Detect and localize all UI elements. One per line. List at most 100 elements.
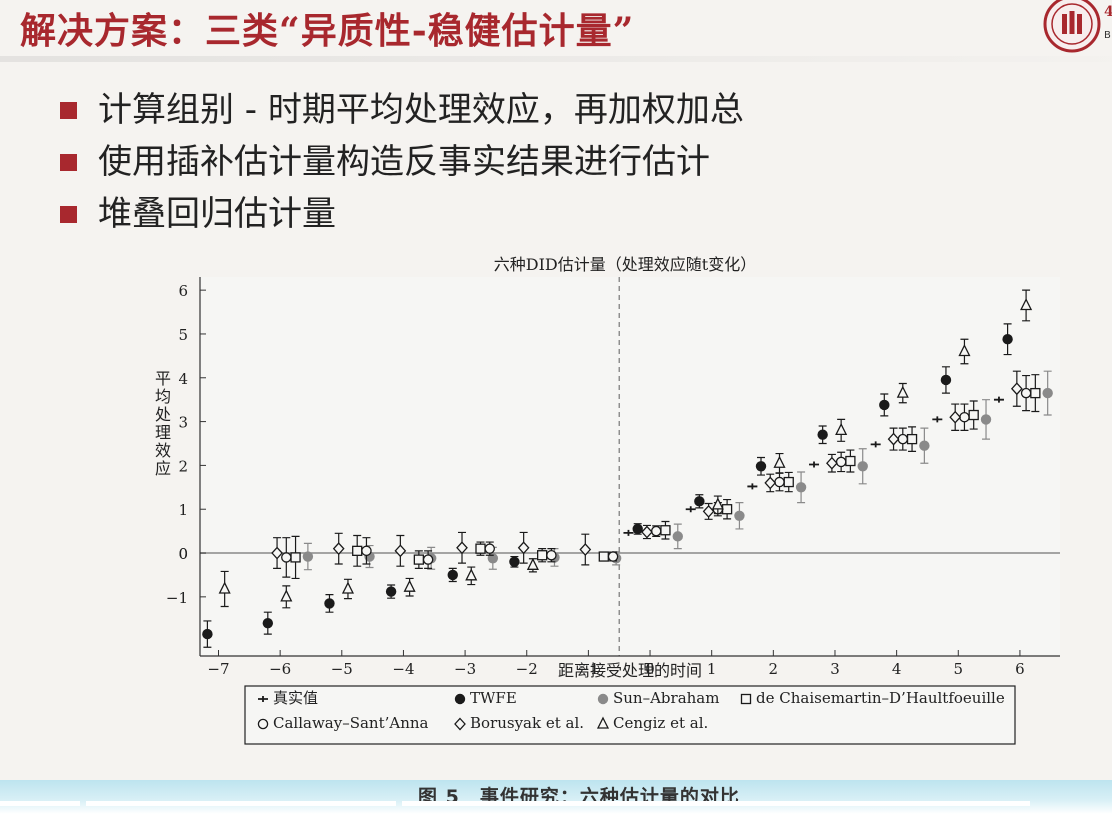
point-sun-abraham [734, 510, 745, 521]
point-cengiz-et-al [280, 589, 293, 602]
legend-label: Sun–Abraham [613, 689, 719, 707]
point-de-chaisemartin-d-haultfoeuille [721, 504, 733, 515]
point-de-chaisemartin-d-haultfoeuille [660, 525, 671, 536]
point-callaway-sant-anna [959, 411, 970, 423]
point-de-chaisemartin-d-haultfoeuille [906, 433, 918, 445]
y-tick-label: 4 [178, 370, 188, 388]
point-de-chaisemartin-d-haultfoeuille [413, 554, 425, 565]
point-twfe [694, 496, 705, 507]
bullet-square-icon [60, 154, 77, 171]
point-cengiz-et-al [218, 581, 231, 594]
point-de-chaisemartin-d-haultfoeuille [968, 409, 979, 421]
bullet-item: 计算组别 - 时期平均处理效应，再加权加总 [58, 84, 744, 136]
x-tick-label: 5 [954, 660, 964, 678]
point-de-chaisemartin-d-haultfoeuille [537, 550, 548, 561]
legend-label: TWFE [470, 689, 517, 707]
x-tick-label: 0 [645, 660, 655, 678]
legend-label: Callaway–Sant’Anna [273, 714, 429, 732]
point-borusyak-et-al [456, 541, 468, 555]
point-callaway-sant-anna [897, 433, 909, 445]
point-true-value [747, 483, 758, 490]
point-borusyak-et-al [949, 410, 962, 424]
point-de-chaisemartin-d-haultfoeuille [475, 543, 486, 554]
point-sun-abraham [857, 461, 868, 472]
y-tick-label: −1 [166, 589, 188, 607]
point-twfe [940, 374, 952, 386]
point-twfe [202, 628, 213, 640]
x-tick-label: 1 [707, 660, 717, 678]
point-twfe [262, 617, 274, 629]
point-twfe [447, 569, 458, 581]
bottom-strip [86, 801, 396, 806]
legend-marker [597, 693, 609, 705]
point-cengiz-et-al [403, 579, 416, 592]
title-divider [0, 56, 1112, 62]
bullet-square-icon [60, 102, 77, 119]
point-sun-abraham [672, 531, 683, 542]
point-callaway-sant-anna [774, 476, 785, 488]
point-twfe [1002, 334, 1013, 345]
x-tick-label: 6 [1015, 660, 1025, 678]
point-sun-abraham [1042, 387, 1053, 399]
x-tick-label: −7 [207, 660, 229, 678]
x-tick-label: −5 [331, 660, 353, 678]
point-borusyak-et-al [764, 476, 777, 490]
x-tick-label: −4 [392, 660, 414, 678]
legend-marker [740, 693, 752, 705]
x-tick-label: 3 [830, 660, 840, 678]
bullet-item: 堆叠回归估计量 [58, 188, 744, 240]
y-tick-label: 0 [178, 545, 188, 563]
point-borusyak-et-al [1010, 382, 1023, 396]
bullet-text: 使用插补估计量构造反事实结果进行估计 [98, 142, 710, 182]
point-cengiz-et-al [835, 422, 848, 436]
chart-title: 六种DID估计量（处理效应随t变化） [494, 255, 756, 274]
bullet-square-icon [60, 206, 77, 223]
point-true-value [993, 396, 1004, 403]
point-true-value [685, 506, 696, 513]
university-logo [1043, 0, 1101, 53]
point-de-chaisemartin-d-haultfoeuille [290, 552, 301, 563]
point-cengiz-et-al [1020, 298, 1033, 311]
point-twfe [509, 556, 520, 567]
y-tick-label: 3 [178, 414, 188, 432]
point-twfe [817, 429, 828, 440]
bullet-text: 堆叠回归估计量 [98, 194, 336, 234]
point-callaway-sant-anna [650, 525, 662, 537]
point-de-chaisemartin-d-haultfoeuille [845, 455, 856, 467]
legend-marker [258, 696, 268, 702]
point-callaway-sant-anna [484, 543, 495, 554]
point-callaway-sant-anna [546, 549, 557, 561]
y-tick-label: 5 [178, 326, 188, 344]
legend-label: 真实值 [273, 689, 318, 707]
legend-marker [596, 716, 610, 729]
legend-marker [257, 718, 269, 730]
point-borusyak-et-al [826, 456, 838, 470]
x-tick-label: −3 [454, 660, 476, 678]
point-borusyak-et-al [517, 541, 530, 555]
legend-label: Cengiz et al. [613, 714, 708, 732]
bullet-text: 计算组别 - 时期平均处理效应，再加权加总 [98, 90, 744, 130]
point-callaway-sant-anna [281, 552, 292, 563]
slide-title: 解决方案：三类“异质性-稳健估计量” [20, 10, 635, 52]
x-tick-label: −2 [516, 660, 538, 678]
y-axis-label: 平均处理效应 [155, 369, 171, 478]
point-sun-abraham [302, 551, 314, 562]
point-de-chaisemartin-d-haultfoeuille [352, 545, 363, 556]
point-true-value [623, 529, 634, 536]
point-cengiz-et-al [341, 581, 355, 594]
point-borusyak-et-al [641, 525, 653, 539]
x-tick-label: −6 [269, 660, 291, 678]
point-callaway-sant-anna [1020, 387, 1032, 399]
point-cengiz-et-al [711, 497, 724, 510]
point-de-chaisemartin-d-haultfoeuille [598, 551, 609, 562]
logo-text-fragment: 4 [1104, 4, 1112, 20]
x-tick-label: 2 [769, 660, 779, 678]
point-de-chaisemartin-d-haultfoeuille [1030, 387, 1041, 399]
bottom-strip [0, 801, 80, 806]
point-borusyak-et-al [332, 542, 345, 556]
x-axis-label: 距离接受处理的时间 [558, 661, 702, 680]
point-cengiz-et-al [773, 455, 786, 468]
legend-marker [454, 693, 466, 705]
point-callaway-sant-anna [361, 545, 372, 557]
